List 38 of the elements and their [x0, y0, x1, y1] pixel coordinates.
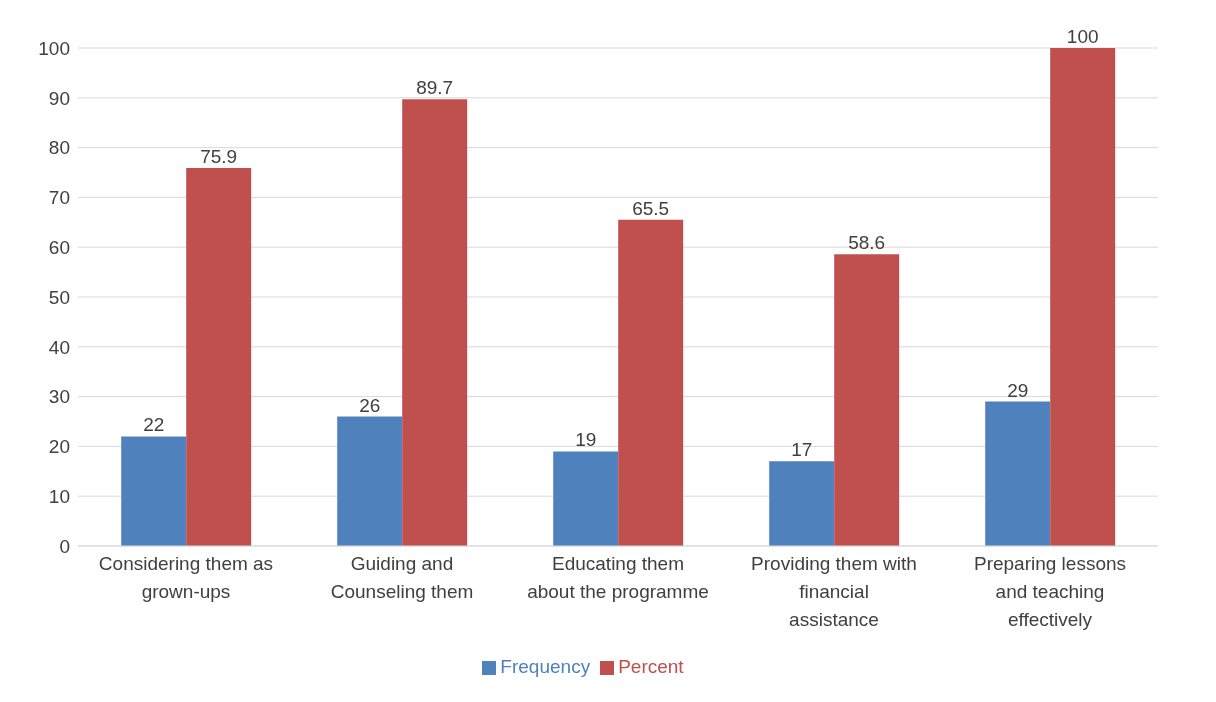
bar [985, 401, 1051, 546]
bar [186, 168, 252, 546]
legend-label: Frequency [500, 656, 591, 677]
x-tick-label: Providing them with financial assistance [751, 553, 917, 630]
data-label: 29 [1007, 379, 1029, 401]
x-tick-label: Guiding and Counseling them [330, 553, 474, 602]
y-tick-label: 40 [48, 336, 70, 358]
bar [1050, 48, 1116, 546]
y-tick-label: 0 [59, 535, 70, 557]
bar [402, 99, 468, 546]
y-tick-label: 90 [48, 87, 70, 109]
x-tick-label: Considering them as grown-ups [98, 553, 274, 602]
data-label: 17 [791, 439, 813, 461]
bar [618, 219, 684, 546]
y-tick-label: 70 [48, 187, 70, 209]
bar [337, 416, 403, 546]
legend-label: Percent [618, 656, 684, 677]
data-label: 19 [575, 429, 597, 451]
x-tick-label: Preparing lessons and teaching effectively [973, 553, 1127, 630]
y-tick-label: 100 [38, 37, 70, 59]
y-tick-label: 60 [48, 236, 70, 258]
data-label: 75.9 [200, 146, 238, 168]
bar [121, 436, 187, 546]
data-label: 65.5 [632, 197, 670, 219]
y-tick-label: 80 [48, 137, 70, 159]
x-tick-label: Educating them about the programme [527, 553, 709, 602]
bar [769, 461, 835, 546]
data-label: 22 [143, 414, 165, 436]
y-tick-label: 20 [48, 436, 70, 458]
data-label: 89.7 [416, 77, 454, 99]
data-label: 58.6 [848, 232, 886, 254]
y-tick-label: 50 [48, 286, 70, 308]
data-label: 26 [359, 394, 381, 416]
y-tick-label: 10 [48, 485, 70, 507]
data-label: 100 [1066, 26, 1099, 47]
bar [553, 451, 619, 546]
y-tick-label: 30 [48, 386, 70, 408]
bar [834, 254, 900, 546]
